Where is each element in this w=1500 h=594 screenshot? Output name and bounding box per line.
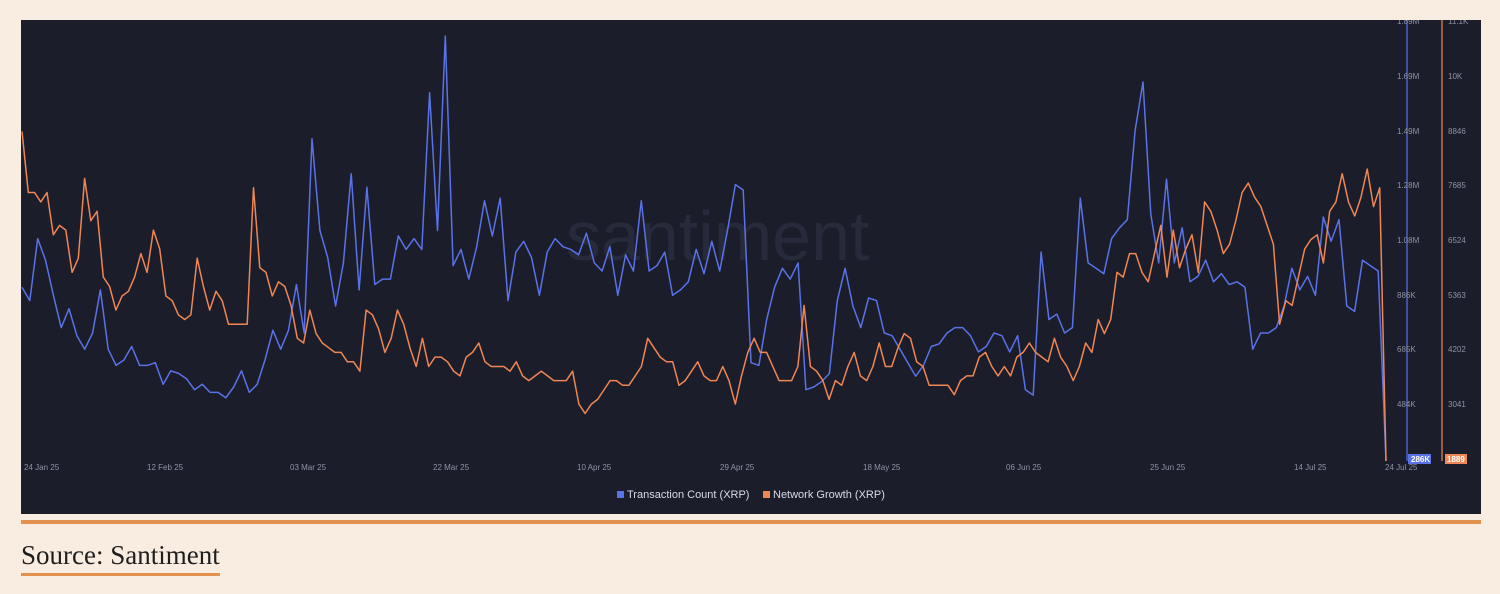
last-value-badge-network-growth xyxy=(1445,454,1467,464)
legend-label-transaction-count[interactable]: Transaction Count (XRP) xyxy=(627,489,749,501)
last-value-badge-transaction-count xyxy=(1408,454,1431,464)
series-line-transaction-count xyxy=(21,35,1387,462)
y-left-tick-label: 1.69M xyxy=(1397,72,1420,81)
chart-svg: santiment 1.89M1.69M1.49M1.28M1.08M886K6… xyxy=(21,20,1469,501)
x-tick-label: 22 Mar 25 xyxy=(433,463,470,472)
y-left-tick-label: 1.49M xyxy=(1397,127,1420,136)
y-right-tick-label: 5363 xyxy=(1448,291,1466,300)
x-tick-label: 06 Jun 25 xyxy=(1006,463,1042,472)
x-tick-label: 18 May 25 xyxy=(863,463,901,472)
y-right-tick-label: 7685 xyxy=(1448,181,1466,190)
y-left-tick-label: 886K xyxy=(1397,291,1416,300)
divider xyxy=(21,520,1481,524)
last-value-label-transaction-count: 286K xyxy=(1411,455,1430,464)
y-right-tick-label: 8846 xyxy=(1448,127,1466,136)
x-tick-label: 24 Jul 25 xyxy=(1385,463,1418,472)
y-right-tick-label: 11.1K xyxy=(1448,20,1469,26)
y-left-tick-label: 1.89M xyxy=(1397,20,1420,26)
x-tick-label: 29 Apr 25 xyxy=(720,463,755,472)
y-right-tick-label: 3041 xyxy=(1448,400,1466,409)
y-left-tick-label: 484K xyxy=(1397,400,1416,409)
y-right-tick-label: 4202 xyxy=(1448,345,1466,354)
legend-swatch-transaction-count xyxy=(617,491,624,498)
x-tick-label: 10 Apr 25 xyxy=(577,463,612,472)
y-left-tick-label: 1.08M xyxy=(1397,236,1420,245)
x-tick-label: 12 Feb 25 xyxy=(147,463,184,472)
y-right-tick-label: 6524 xyxy=(1448,236,1466,245)
x-tick-label: 24 Jan 25 xyxy=(24,463,60,472)
y-left-tick-label: 685K xyxy=(1397,345,1416,354)
source-caption[interactable]: Source: Santiment xyxy=(21,538,220,576)
legend-label-network-growth[interactable]: Network Growth (XRP) xyxy=(773,489,885,501)
x-tick-label: 25 Jun 25 xyxy=(1150,463,1186,472)
chart-panel: santiment 1.89M 1.69M 1.49M 1.28M 1.08M 886K 6… xyxy=(21,20,1481,514)
y-right-tick-label: 10K xyxy=(1448,72,1463,81)
x-tick-label: 14 Jul 25 xyxy=(1294,463,1327,472)
series-line-network-growth xyxy=(21,131,1387,462)
legend-swatch-network-growth xyxy=(763,491,770,498)
last-value-label-network-growth: 1889 xyxy=(1447,455,1465,464)
y-left-tick-label: 1.28M xyxy=(1397,181,1420,190)
x-tick-label: 03 Mar 25 xyxy=(290,463,327,472)
